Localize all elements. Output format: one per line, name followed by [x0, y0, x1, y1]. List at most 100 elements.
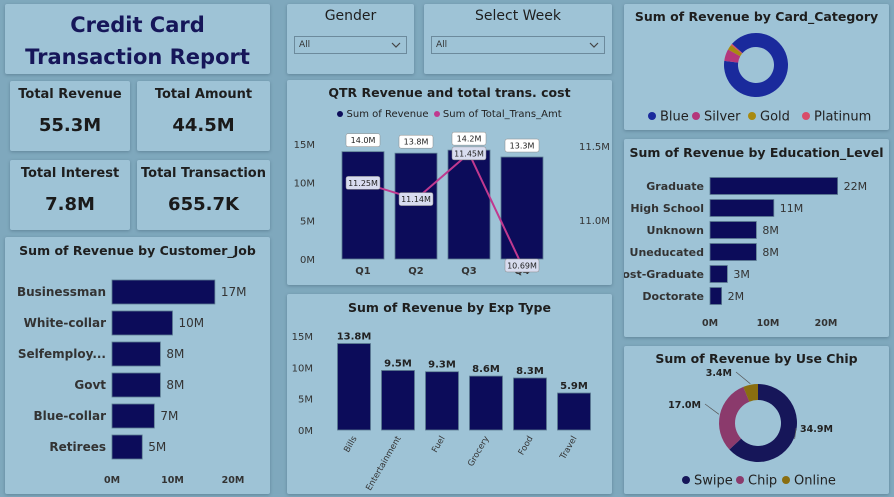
chart-title: QTR Revenue and total trans. cost — [328, 85, 571, 100]
bar — [709, 199, 775, 217]
line-label-box — [345, 176, 381, 190]
pie-slice — [727, 44, 742, 57]
kpi-label: Total Interest — [20, 166, 120, 181]
kpi-label: Total Transaction — [141, 166, 266, 181]
data-label: 8M — [166, 378, 184, 392]
qtr-chart-card: QTR Revenue and total trans. cost Sum of… — [287, 80, 612, 285]
legend-label: Platinum — [814, 110, 871, 125]
kpi-value: 55.3M — [38, 115, 102, 136]
category-label: High School — [630, 202, 704, 215]
legend-marker — [736, 476, 744, 484]
category-label: Grocery — [466, 435, 491, 469]
data-label: 11M — [780, 202, 804, 215]
kpi-total-revenue: Total Revenue 55.3M — [10, 81, 130, 151]
data-label: 8M — [762, 246, 779, 259]
legend-label: Chip — [748, 474, 777, 489]
kpi-total-interest: Total Interest 7.8M — [10, 160, 130, 230]
bar — [709, 265, 728, 283]
chart-title: Sum of Revenue by Exp Type — [348, 300, 551, 315]
data-label-box — [398, 134, 434, 149]
data-label: 10M — [179, 316, 205, 330]
data-label: 34.9M — [800, 424, 833, 435]
legend-label: Sum of Revenue — [346, 109, 429, 120]
line-label: 11.45M — [454, 149, 484, 158]
data-label: 13.8M — [337, 332, 372, 343]
pie-slice — [743, 384, 758, 402]
exp-type-chart-card: Sum of Revenue by Exp Type 15M 10M 5M 0M 13.… — [287, 294, 612, 494]
line-label-box — [504, 258, 540, 273]
chevron-down-icon — [589, 42, 599, 48]
kpi-label: Total Amount — [154, 87, 253, 102]
category-label: Graduate — [646, 180, 704, 193]
card-category-chart: Blue Silver Gold Platinum — [648, 33, 871, 125]
pie-slice — [731, 43, 743, 54]
data-label: 17M — [221, 285, 247, 299]
bar — [111, 403, 155, 429]
category-label: Q2 — [408, 266, 424, 277]
dropdown-value: All — [299, 40, 311, 50]
slicer-title: Gender — [324, 8, 377, 24]
category-label: Doctorate — [642, 290, 704, 303]
kpi-value: 655.7K — [168, 194, 239, 215]
report-title-line2: Transaction Report — [25, 45, 250, 69]
bar — [111, 372, 161, 398]
dropdown-value: All — [436, 40, 448, 50]
bar — [500, 156, 544, 260]
category-label: Uneducated — [630, 246, 704, 259]
bar — [469, 375, 503, 431]
bar — [341, 151, 385, 260]
legend-label: Swipe — [694, 474, 733, 489]
exp-type-chart: 15M 10M 5M 0M 13.8M Bills 9.5M Entertainment 9.3… — [292, 332, 591, 493]
data-label: 22M — [844, 180, 868, 193]
kpi-value: 44.5M — [172, 115, 235, 136]
tick-label: 10M — [161, 475, 184, 486]
card-category-chart-card: Sum of Revenue by Card_Category Blue Silv… — [624, 4, 889, 130]
category-label: Food — [517, 435, 536, 458]
legend-label: Silver — [704, 110, 741, 125]
y-tick-label: 5M — [300, 217, 315, 228]
legend-label: Gold — [760, 110, 790, 125]
report-title-line1: Credit Card — [70, 13, 205, 37]
leader-line — [794, 427, 797, 440]
week-dropdown[interactable]: All — [431, 36, 605, 54]
legend-marker — [682, 476, 690, 484]
bar — [709, 243, 757, 261]
week-slicer: Select Week All — [424, 4, 612, 74]
y-tick-label: 15M — [294, 140, 315, 151]
tick-label: 10M — [757, 318, 780, 329]
chart-title: Sum of Revenue by Customer_Job — [19, 243, 256, 258]
series-line — [362, 151, 523, 266]
y2-tick-label: 11.5M — [579, 142, 610, 153]
chart-legend: Sum of Revenue Sum of Total_Trans_Amt — [287, 109, 612, 120]
legend-marker — [648, 112, 656, 120]
line-label: 11.14M — [401, 195, 431, 204]
data-label: 3.4M — [706, 368, 732, 379]
kpi-total-amount: Total Amount 44.5M — [137, 81, 270, 151]
data-label: 14.2M — [457, 135, 482, 144]
category-label: Q1 — [355, 266, 371, 277]
qtr-chart: 15M 10M 5M 0M 11.5M 11.0M 14.0M Q1 13.8M Q2 14.2M Q… — [294, 131, 610, 277]
data-label: 9.5M — [384, 358, 412, 369]
kpi-label: Total Revenue — [18, 87, 122, 102]
category-label: Blue-collar — [33, 409, 106, 423]
education-chart: Graduate 22M High School 11M Unknown 8M Uneduc… — [624, 177, 868, 329]
category-label: Entertainment — [364, 434, 404, 493]
category-label: Q3 — [461, 266, 477, 277]
legend-marker — [748, 112, 756, 120]
pie-slice — [724, 49, 741, 63]
category-label: Bills — [342, 434, 360, 455]
data-label-box — [504, 138, 540, 153]
legend-marker — [692, 112, 700, 120]
pie-slice — [724, 33, 788, 98]
bar — [111, 279, 216, 305]
leader-line — [735, 371, 751, 385]
bar — [394, 152, 438, 260]
legend-marker — [782, 476, 790, 484]
line-label-box — [451, 146, 487, 161]
category-label: Govt — [74, 378, 106, 392]
bar — [447, 149, 491, 260]
gender-dropdown[interactable]: All — [294, 36, 407, 54]
customer-job-chart-card: Sum of Revenue by Customer_Job Businessm… — [5, 237, 270, 494]
bar — [557, 392, 591, 431]
use-chip-chart-card: Sum of Revenue by Use Chip 34.9M 17.0M 3.4… — [624, 346, 889, 494]
